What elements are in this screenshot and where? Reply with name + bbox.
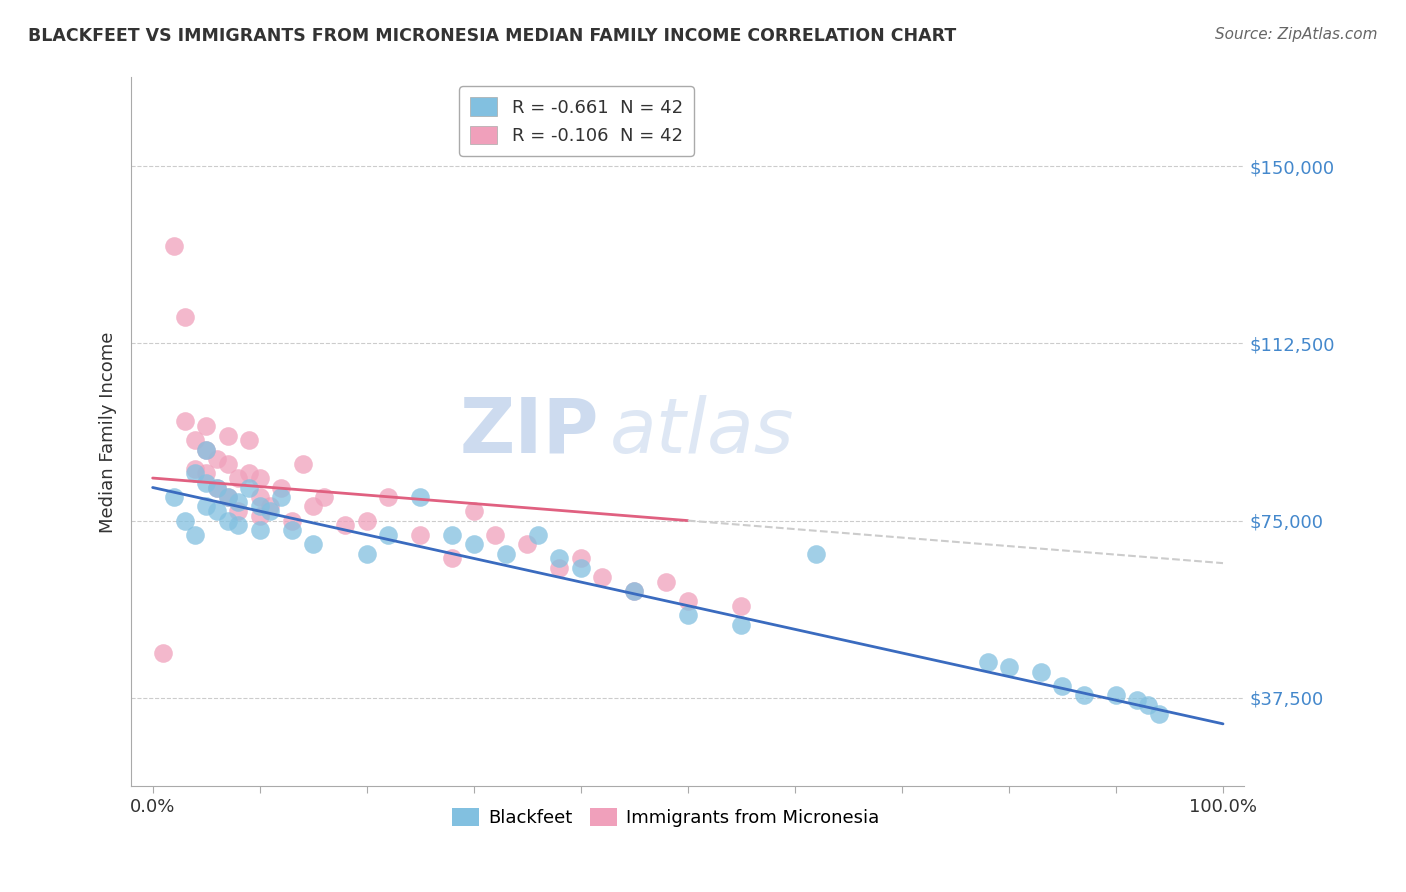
Point xyxy=(195,475,218,490)
Point xyxy=(226,504,249,518)
Point xyxy=(377,490,399,504)
Point xyxy=(195,467,218,481)
Point xyxy=(195,442,218,457)
Point xyxy=(976,656,998,670)
Point xyxy=(184,528,207,542)
Point xyxy=(217,457,239,471)
Point xyxy=(184,461,207,475)
Point xyxy=(249,508,271,523)
Point xyxy=(655,575,678,590)
Point xyxy=(463,537,485,551)
Point xyxy=(281,523,304,537)
Point xyxy=(226,518,249,533)
Point xyxy=(217,514,239,528)
Point xyxy=(217,428,239,442)
Point xyxy=(270,490,292,504)
Point xyxy=(184,467,207,481)
Point xyxy=(676,608,699,623)
Point xyxy=(730,599,752,613)
Point xyxy=(495,547,517,561)
Point xyxy=(463,504,485,518)
Point xyxy=(730,617,752,632)
Point xyxy=(335,518,357,533)
Point xyxy=(1137,698,1160,712)
Point xyxy=(1105,689,1128,703)
Point xyxy=(195,500,218,514)
Point xyxy=(441,551,464,566)
Text: Source: ZipAtlas.com: Source: ZipAtlas.com xyxy=(1215,27,1378,42)
Point xyxy=(249,471,271,485)
Point xyxy=(217,490,239,504)
Point xyxy=(205,481,228,495)
Point xyxy=(484,528,506,542)
Point xyxy=(409,528,432,542)
Text: atlas: atlas xyxy=(610,395,794,469)
Point xyxy=(173,514,195,528)
Text: ZIP: ZIP xyxy=(460,395,599,469)
Point xyxy=(205,481,228,495)
Point xyxy=(356,514,378,528)
Point xyxy=(623,584,645,599)
Point xyxy=(302,537,325,551)
Point xyxy=(312,490,335,504)
Point xyxy=(184,434,207,448)
Point xyxy=(377,528,399,542)
Point xyxy=(441,528,464,542)
Point xyxy=(569,561,592,575)
Point xyxy=(281,514,304,528)
Point xyxy=(1126,693,1149,707)
Point xyxy=(270,481,292,495)
Point xyxy=(205,504,228,518)
Point xyxy=(1073,689,1095,703)
Point xyxy=(623,584,645,599)
Point xyxy=(226,471,249,485)
Point xyxy=(1029,665,1052,679)
Point xyxy=(527,528,550,542)
Point xyxy=(302,500,325,514)
Point xyxy=(676,594,699,608)
Point xyxy=(205,452,228,467)
Point xyxy=(238,467,260,481)
Point xyxy=(291,457,314,471)
Point xyxy=(195,419,218,434)
Point xyxy=(998,660,1021,674)
Point xyxy=(548,551,571,566)
Point xyxy=(249,523,271,537)
Point xyxy=(569,551,592,566)
Point xyxy=(548,561,571,575)
Legend: Blackfeet, Immigrants from Micronesia: Blackfeet, Immigrants from Micronesia xyxy=(444,800,887,834)
Point xyxy=(173,310,195,325)
Point xyxy=(1052,679,1074,693)
Point xyxy=(591,570,613,584)
Point xyxy=(217,490,239,504)
Y-axis label: Median Family Income: Median Family Income xyxy=(100,331,117,533)
Point xyxy=(259,504,281,518)
Point xyxy=(249,500,271,514)
Point xyxy=(163,239,186,253)
Point xyxy=(1147,707,1170,722)
Point xyxy=(356,547,378,561)
Point xyxy=(173,414,195,428)
Point xyxy=(249,490,271,504)
Point xyxy=(409,490,432,504)
Point xyxy=(152,646,174,660)
Point xyxy=(238,434,260,448)
Point xyxy=(195,442,218,457)
Point xyxy=(259,500,281,514)
Text: BLACKFEET VS IMMIGRANTS FROM MICRONESIA MEDIAN FAMILY INCOME CORRELATION CHART: BLACKFEET VS IMMIGRANTS FROM MICRONESIA … xyxy=(28,27,956,45)
Point xyxy=(516,537,538,551)
Point xyxy=(163,490,186,504)
Point xyxy=(226,494,249,508)
Point xyxy=(806,547,828,561)
Point xyxy=(238,481,260,495)
